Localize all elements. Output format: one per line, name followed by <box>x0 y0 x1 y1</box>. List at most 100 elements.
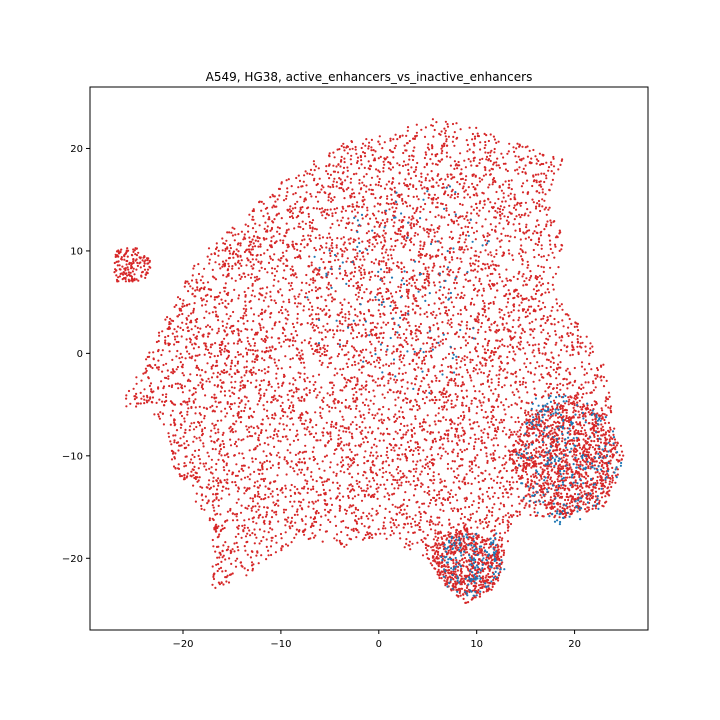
data-point <box>221 237 224 240</box>
data-point <box>243 567 246 570</box>
data-point <box>537 173 540 176</box>
data-point <box>327 199 330 202</box>
data-point <box>528 504 531 507</box>
data-point <box>421 425 424 428</box>
data-point <box>220 497 223 500</box>
data-point <box>244 275 247 278</box>
data-point <box>248 529 251 532</box>
data-point <box>404 311 407 315</box>
data-point <box>489 264 492 267</box>
data-point <box>513 393 516 396</box>
data-point <box>331 214 334 218</box>
data-point <box>550 221 553 224</box>
data-point <box>285 460 288 463</box>
data-point <box>478 209 481 212</box>
data-point <box>168 321 171 324</box>
data-point <box>503 215 506 218</box>
data-point <box>392 248 395 251</box>
data-point <box>358 182 361 185</box>
data-point <box>582 386 585 389</box>
data-point <box>345 430 348 433</box>
data-point <box>402 160 406 163</box>
data-point <box>297 174 300 177</box>
data-point <box>275 433 278 436</box>
data-point <box>485 155 489 158</box>
data-point <box>284 435 287 438</box>
data-point <box>309 168 313 171</box>
data-point <box>378 408 381 411</box>
data-point <box>532 232 535 235</box>
data-point <box>340 219 343 222</box>
data-point <box>469 516 472 520</box>
data-point <box>251 505 255 508</box>
data-point <box>411 308 414 311</box>
data-point <box>500 232 503 235</box>
data-point <box>273 278 276 281</box>
data-point <box>191 453 194 456</box>
data-point <box>290 401 293 404</box>
data-point <box>256 331 259 334</box>
data-point <box>339 410 342 413</box>
data-point <box>211 447 214 451</box>
data-point <box>485 158 488 161</box>
data-point <box>219 552 222 555</box>
data-point <box>385 183 388 186</box>
data-point <box>152 351 155 354</box>
data-point <box>371 243 374 246</box>
data-point <box>500 239 503 242</box>
data-point <box>414 417 417 420</box>
data-point <box>270 357 273 360</box>
points-layer <box>113 118 625 605</box>
data-point <box>323 210 326 213</box>
data-point <box>368 245 371 248</box>
data-point <box>514 353 517 356</box>
data-point <box>331 212 334 215</box>
data-point <box>507 194 510 197</box>
data-point <box>353 354 356 357</box>
data-point <box>215 479 218 482</box>
data-point <box>217 401 220 404</box>
data-point <box>452 406 455 409</box>
data-point <box>542 435 545 438</box>
data-point <box>476 290 479 293</box>
data-point <box>315 480 318 483</box>
data-point <box>198 436 201 439</box>
data-point <box>422 449 425 452</box>
data-point <box>378 235 381 238</box>
data-point <box>432 471 435 474</box>
data-point <box>231 481 234 484</box>
data-point <box>503 531 507 534</box>
data-point <box>125 405 128 408</box>
data-point <box>515 147 518 150</box>
data-point <box>529 328 532 331</box>
data-point <box>305 292 308 295</box>
data-point <box>494 268 497 272</box>
data-point <box>358 265 361 268</box>
data-point <box>206 348 210 351</box>
data-point <box>502 419 505 422</box>
data-point <box>322 261 325 264</box>
data-point <box>276 474 279 477</box>
data-point <box>452 526 455 529</box>
data-point <box>437 431 440 434</box>
data-point <box>483 441 486 444</box>
data-point <box>421 362 424 365</box>
data-point <box>459 594 462 597</box>
data-point <box>339 461 343 464</box>
data-point <box>484 362 487 365</box>
data-point <box>393 378 396 381</box>
data-point <box>497 428 500 431</box>
data-point <box>330 300 334 303</box>
data-point <box>501 208 504 211</box>
data-point <box>294 192 297 195</box>
data-point <box>399 422 403 425</box>
data-point <box>523 308 526 311</box>
data-point <box>451 351 454 354</box>
data-point <box>483 396 486 399</box>
data-point <box>446 332 449 335</box>
data-point <box>285 229 288 232</box>
data-point <box>546 479 549 482</box>
data-point <box>180 403 183 406</box>
data-point <box>469 423 472 426</box>
data-point <box>367 526 370 529</box>
